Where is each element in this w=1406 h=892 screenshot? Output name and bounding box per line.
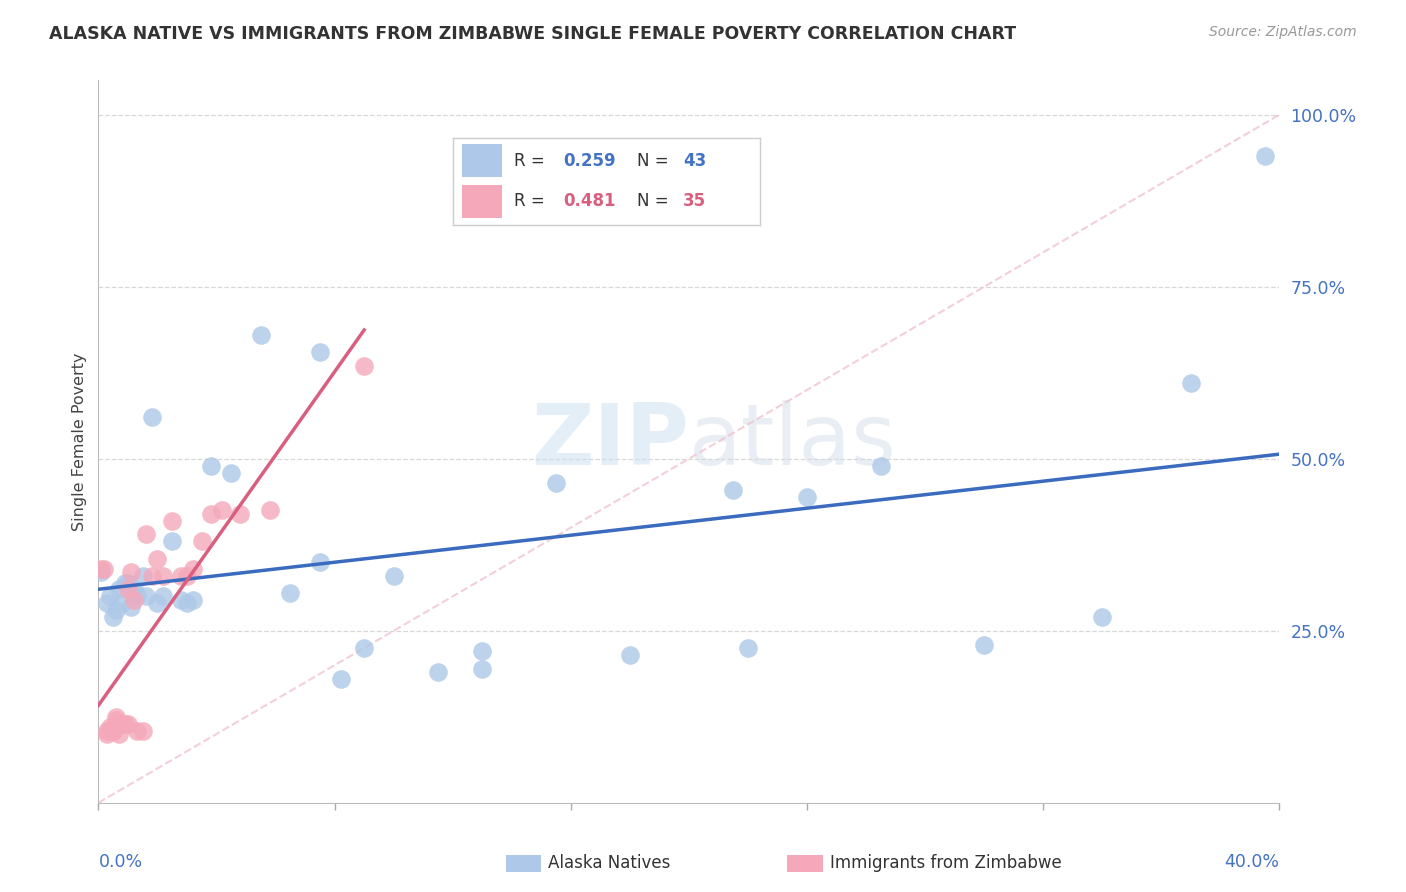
Point: [870, 458, 893, 473]
Text: 0.0%: 0.0%: [98, 854, 142, 871]
Text: ZIP: ZIP: [531, 400, 689, 483]
Text: ALASKA NATIVE VS IMMIGRANTS FROM ZIMBABWE SINGLE FEMALE POVERTY CORRELATION CHAR: ALASKA NATIVE VS IMMIGRANTS FROM ZIMBABW…: [49, 25, 1017, 43]
Point: [135, 590, 157, 604]
Point: [152, 590, 174, 604]
Point: [471, 644, 494, 658]
Text: 35: 35: [683, 193, 706, 211]
Point: [98, 720, 121, 734]
Point: [146, 551, 169, 566]
Point: [471, 662, 494, 676]
Point: [108, 716, 131, 731]
Text: Immigrants from Zimbabwe: Immigrants from Zimbabwe: [830, 855, 1062, 872]
Text: 43: 43: [683, 152, 706, 169]
Point: [309, 555, 332, 569]
Point: [125, 723, 148, 738]
Point: [120, 599, 142, 614]
Point: [111, 716, 134, 731]
Point: [105, 713, 128, 727]
Text: Source: ZipAtlas.com: Source: ZipAtlas.com: [1209, 25, 1357, 39]
Text: 0.481: 0.481: [564, 193, 616, 211]
Text: 40.0%: 40.0%: [1225, 854, 1279, 871]
Point: [117, 582, 139, 597]
Point: [973, 638, 995, 652]
Point: [146, 596, 169, 610]
Point: [181, 592, 204, 607]
Point: [141, 568, 163, 582]
Point: [152, 568, 174, 582]
Point: [111, 596, 134, 610]
Point: [329, 672, 352, 686]
Point: [176, 596, 198, 610]
Point: [120, 566, 142, 580]
Point: [1091, 610, 1114, 624]
Bar: [463, 185, 502, 218]
Text: R =: R =: [515, 152, 550, 169]
Point: [135, 527, 157, 541]
Point: [108, 727, 131, 741]
Point: [103, 610, 125, 624]
Point: [117, 575, 139, 590]
Point: [176, 568, 198, 582]
Point: [105, 603, 128, 617]
Point: [723, 483, 745, 497]
Text: 0.259: 0.259: [564, 152, 616, 169]
Point: [90, 566, 112, 580]
Point: [108, 582, 131, 597]
Text: N =: N =: [637, 152, 673, 169]
Point: [162, 534, 183, 549]
Point: [96, 596, 118, 610]
Point: [117, 716, 139, 731]
Point: [250, 327, 273, 342]
Point: [619, 648, 641, 662]
Text: atlas: atlas: [689, 400, 897, 483]
Bar: [463, 145, 502, 178]
Point: [170, 568, 193, 582]
Text: R =: R =: [515, 193, 550, 211]
Point: [141, 410, 163, 425]
Point: [96, 727, 118, 741]
Point: [122, 582, 145, 597]
Text: N =: N =: [637, 193, 673, 211]
Point: [181, 562, 204, 576]
Point: [229, 507, 252, 521]
Point: [427, 665, 450, 679]
Point: [353, 640, 375, 655]
Point: [200, 507, 222, 521]
Point: [382, 568, 405, 582]
Point: [200, 458, 222, 473]
Point: [546, 475, 568, 490]
Point: [211, 503, 233, 517]
Point: [98, 590, 121, 604]
Point: [170, 592, 193, 607]
Point: [1254, 149, 1277, 163]
Point: [162, 514, 183, 528]
Text: Alaska Natives: Alaska Natives: [548, 855, 671, 872]
Point: [132, 723, 155, 738]
Point: [309, 345, 332, 359]
Point: [111, 716, 134, 731]
Point: [122, 592, 145, 607]
Point: [103, 723, 125, 738]
Point: [105, 710, 128, 724]
Point: [96, 723, 118, 738]
Point: [259, 503, 281, 517]
Point: [221, 466, 243, 480]
Y-axis label: Single Female Poverty: Single Female Poverty: [72, 352, 87, 531]
Point: [93, 562, 115, 576]
Point: [114, 575, 136, 590]
Point: [98, 723, 121, 738]
Point: [353, 359, 375, 373]
Point: [796, 490, 818, 504]
Point: [280, 586, 302, 600]
Point: [114, 716, 136, 731]
Point: [90, 562, 112, 576]
Point: [1180, 376, 1202, 390]
Point: [103, 723, 125, 738]
Point: [125, 590, 148, 604]
Point: [737, 640, 759, 655]
Point: [191, 534, 214, 549]
Point: [132, 568, 155, 582]
